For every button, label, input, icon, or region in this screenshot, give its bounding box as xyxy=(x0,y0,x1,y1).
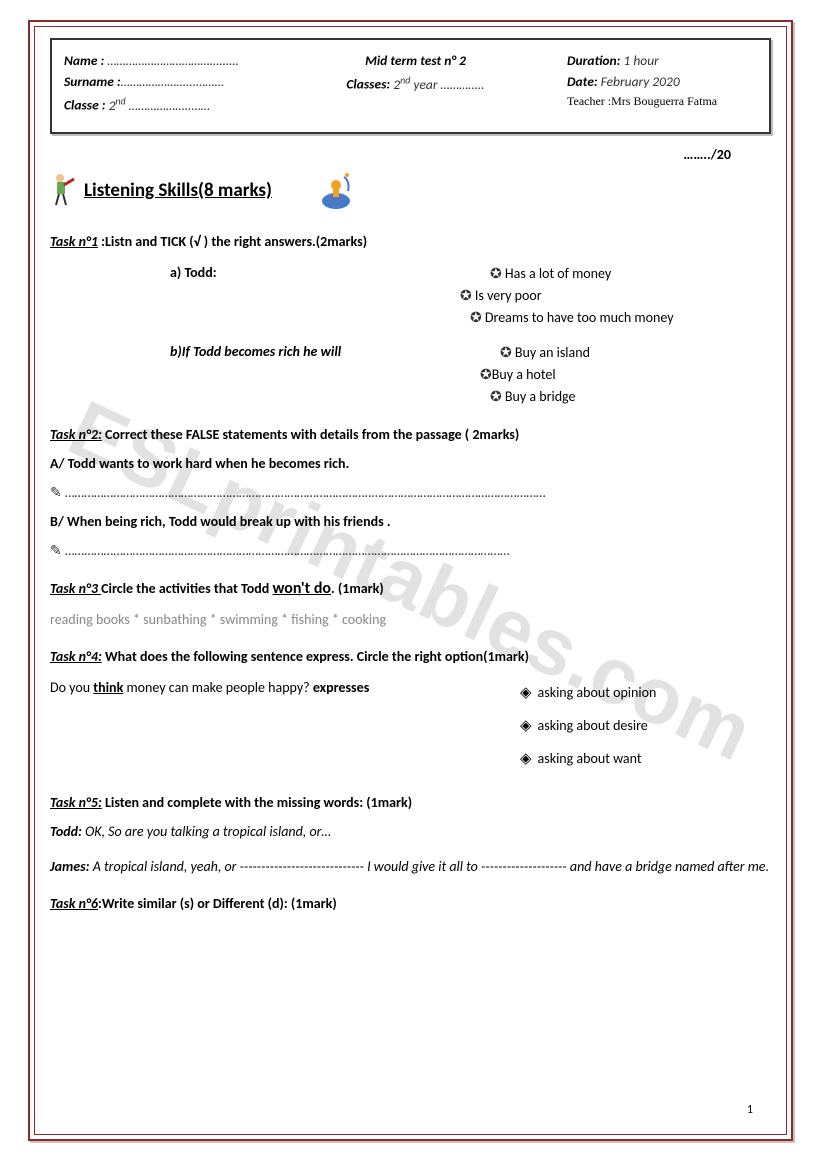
task-2: Task n°2: Correct these FALSE statements… xyxy=(50,424,771,561)
task1-b-opt3: Buy a bridge xyxy=(505,388,576,405)
person-icon xyxy=(50,171,78,211)
task4-think: think xyxy=(93,679,123,696)
duration-val: 1 hour xyxy=(620,52,658,69)
name-label: Name : xyxy=(64,52,104,69)
task4-opt1: asking about opinion xyxy=(538,684,657,701)
task4-text: What does the following sentence express… xyxy=(102,648,529,665)
bullet-icon: ✪ xyxy=(490,265,505,282)
page-content: Name : ………………………………...… Surname :…………………… xyxy=(50,38,771,1123)
task4-options: ◈ asking about opinion ◈ asking about desi… xyxy=(520,677,656,776)
task6-label: Task n°6 xyxy=(50,895,98,912)
task4-expresses: expresses xyxy=(313,679,369,696)
task4-opt3: asking about want xyxy=(538,750,642,767)
diamond-icon: ◈ xyxy=(520,684,532,702)
header-box: Name : ………………………………...… Surname :…………………… xyxy=(50,38,771,134)
task1-a-choices: ✪ Has a lot of money ✪ Is very poor ✪ Dr… xyxy=(410,262,771,329)
date-val: February 2020 xyxy=(598,73,680,90)
task3-activities: reading books * sunbathing * swimming * … xyxy=(50,609,771,630)
name-dots: ………………………………...… xyxy=(107,52,238,69)
bullet-icon: ✪ xyxy=(480,366,492,383)
teacher-label: Teacher : xyxy=(567,94,611,108)
duration-label: Duration: xyxy=(567,52,620,69)
classes-val: 2nd year ………….. xyxy=(393,76,484,93)
section-title: Listening Skills(8 marks) xyxy=(84,179,272,202)
test-title: Mid term test n° 2 xyxy=(365,52,466,69)
task1-b-opt2: Buy a hotel xyxy=(492,366,556,383)
task2-blank-a: ✎ …………………………………………………………………………………..……………… xyxy=(50,482,771,503)
task5-text: Listen and complete with the missing wor… xyxy=(102,794,412,811)
todd-line: OK, So are you talking a tropical island… xyxy=(82,823,331,840)
header-col-left: Name : ………………………………...… Surname :…………………… xyxy=(64,48,264,118)
score-line: ……../20 xyxy=(50,146,731,163)
task1-b-label: b)If Todd becomes rich he will xyxy=(170,341,410,362)
surname-dots: …………………...……… xyxy=(121,73,224,90)
task2-label: Task n°2: xyxy=(50,426,102,443)
task2-b: B/ When being rich, Todd would break up … xyxy=(50,513,391,530)
task2-text: Correct these FALSE statements with deta… xyxy=(102,426,519,443)
task-1: Task n°1 :Listn and TICK (√ ) the right … xyxy=(50,231,771,408)
task1-a-opt1: Has a lot of money xyxy=(505,265,611,282)
bullet-icon: ✪ xyxy=(470,309,485,326)
task-5: Task n°5: Listen and complete with the m… xyxy=(50,792,771,877)
diamond-icon: ◈ xyxy=(520,750,532,768)
task3-label: Task n°3 xyxy=(50,580,101,597)
task5-label: Task n°5: xyxy=(50,794,102,811)
task3-text-a: Circle the activities that Todd xyxy=(101,580,272,597)
task1-label: Task n°1 xyxy=(50,233,98,250)
task2-blank-b: ✎ ……………………………………………………………………………………………………… xyxy=(50,540,771,561)
task6-text: :Write similar (s) or Different (d): (1m… xyxy=(98,895,337,912)
surname-label: Surname : xyxy=(64,73,121,90)
task4-q-b: money can make people happy? xyxy=(123,679,313,696)
bullet-icon: ✪ xyxy=(500,344,515,361)
task2-a: A/ Todd wants to work hard when he becom… xyxy=(50,455,349,472)
task4-opt2: asking about desire xyxy=(538,717,648,734)
james-label: James: xyxy=(50,858,90,875)
task1-a-label: a) Todd: xyxy=(170,262,410,283)
header-col-mid: Mid term test n° 2 Classes: 2nd year ………… xyxy=(274,48,557,118)
classe-label: Classe : xyxy=(64,97,106,114)
date-label: Date: xyxy=(567,73,598,90)
header-col-right: Duration: 1 hour Date: February 2020 Tea… xyxy=(567,48,757,118)
teacher-val: Mrs Bouguerra Fatma xyxy=(611,94,717,108)
task1-b-opt1: Buy an island xyxy=(515,344,590,361)
task1-b-choices: ✪ Buy an island ✪Buy a hotel ✪ Buy a bri… xyxy=(410,341,771,408)
music-icon xyxy=(314,167,358,215)
james-line: A tropical island, yeah, or ------------… xyxy=(90,858,769,875)
classe-val: 2nd ………………..…… xyxy=(109,97,211,114)
page-number: 1 xyxy=(747,1103,753,1117)
task3-text-b: . (1mark) xyxy=(331,580,384,597)
task-6: Task n°6:Write similar (s) or Different … xyxy=(50,893,771,914)
task4-q-a: Do you xyxy=(50,679,93,696)
task3-wont: won't do xyxy=(272,579,331,598)
bullet-icon: ✪ xyxy=(460,287,475,304)
diamond-icon: ◈ xyxy=(520,717,532,735)
task1-a-opt2: Is very poor xyxy=(475,287,542,304)
task-4: Task n°4: What does the following senten… xyxy=(50,646,771,776)
task-3: Task n°3 Circle the activities that Todd… xyxy=(50,577,771,630)
todd-label: Todd: xyxy=(50,823,82,840)
section-title-row: Listening Skills(8 marks) xyxy=(50,167,771,215)
task4-label: Task n°4: xyxy=(50,648,102,665)
task1-text: :Listn and TICK (√ ) the right answers.(… xyxy=(98,233,367,250)
task1-a-opt3: Dreams to have too much money xyxy=(485,309,674,326)
classes-label: Classes: xyxy=(346,76,390,93)
bullet-icon: ✪ xyxy=(490,388,505,405)
